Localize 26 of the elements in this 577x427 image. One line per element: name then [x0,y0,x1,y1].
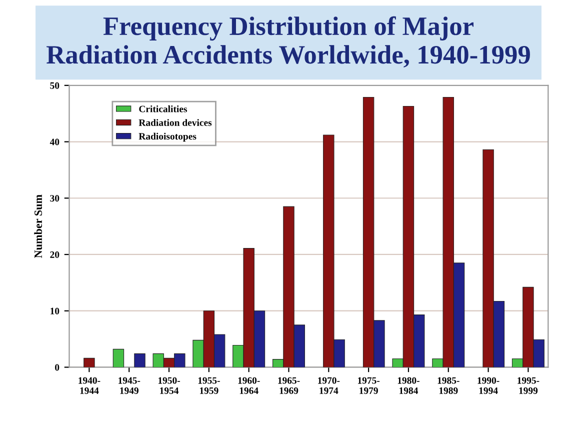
y-tick-label: 50 [50,82,60,89]
bar [134,353,146,368]
x-tick-label: 1970- 1974 [318,377,340,394]
legend-label: Criticalities [139,105,188,112]
y-axis-title: Number Sum [34,194,42,258]
legend-label: Radiation devices [138,119,212,126]
y-tick-label: 0 [55,364,60,371]
x-tick-label: 1950- 1954 [158,377,180,394]
x-tick-label: 1990- 1994 [478,377,500,394]
x-tick-label: 1965- 1969 [278,377,300,394]
bar [84,358,95,368]
x-tick-label: 1960- 1964 [238,377,260,394]
x-tick-label: 1940- 1944 [78,377,100,394]
x-tick-label: 1980- 1984 [398,377,420,394]
legend-label: Radioisotopes [138,132,196,142]
x-tick-label: 1975- 1979 [358,377,380,394]
x-tick-label: 1985- 1989 [438,377,460,394]
x-tick-label: 1995- 1999 [518,377,540,394]
y-tick-label: 10 [50,308,60,314]
y-tick-label: 20 [50,251,60,258]
bar [112,348,124,368]
x-tick-label: 1945- 1949 [118,377,140,394]
y-tick-label: 30 [50,195,60,202]
chart-title: Frequency Distribution of Major Radiation Accidents Worldwide, 1940-1999 [46,16,530,68]
x-tick-label: 1955- 1959 [198,377,220,394]
y-tick-label: 40 [50,138,60,146]
